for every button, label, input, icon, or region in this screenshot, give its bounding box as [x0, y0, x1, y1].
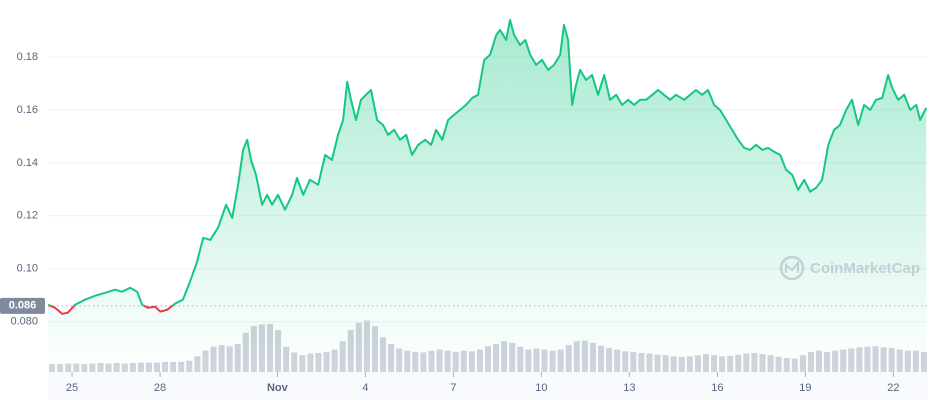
watermark: CoinMarketCap: [779, 255, 920, 281]
y-tick-label: 0.18: [17, 51, 38, 63]
watermark-text: CoinMarketCap: [810, 260, 920, 277]
x-tick-label: 22: [887, 382, 899, 394]
x-tick-label: 13: [623, 382, 635, 394]
y-tick-label: 0.12: [17, 210, 38, 222]
x-axis-band: [48, 372, 928, 400]
y-tick-label: 0.080: [10, 316, 38, 328]
x-tick-label: Nov: [267, 382, 289, 394]
x-tick-label: 19: [799, 382, 811, 394]
y-tick-label: 0.14: [17, 157, 38, 169]
price-line: [47, 18, 928, 315]
x-tick-label: 16: [711, 382, 723, 394]
y-tick-label: 0.10: [17, 263, 38, 275]
logo: [779, 255, 805, 281]
logo-mark: [785, 260, 799, 273]
y-tick-label: 0.16: [17, 104, 38, 116]
plot: [47, 18, 928, 373]
price-area: [48, 19, 927, 373]
baseline-label-box: [0, 297, 45, 314]
axes: 0.080 0.10 0.12 0.14 0.16 0.18 25 28 Nov 4 7 10 13 16…: [0, 51, 900, 394]
x-tick-label: 28: [154, 382, 166, 394]
x-tick-label: 4: [362, 382, 368, 394]
baseline-label: 0.086: [9, 300, 37, 312]
x-tick-label: 10: [535, 382, 547, 394]
x-tick-label: 25: [66, 382, 78, 394]
x-tick-label: 7: [450, 382, 456, 394]
